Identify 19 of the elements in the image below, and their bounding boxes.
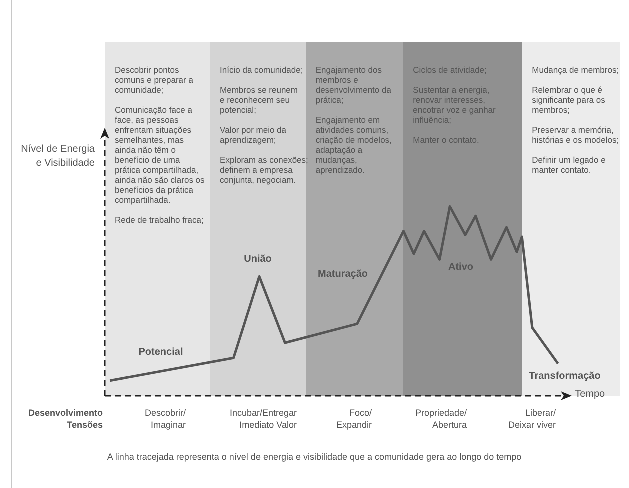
text: Início da comunidade; Membros se reunem e reconhecem seu potencial; Valor por meio da aprendizagem; Exploram as conexões; definem a empresa conjunta, negociam. bbox=[220, 65, 308, 185]
text: Liberar/ Deixar viver bbox=[508, 407, 556, 431]
text: Foco/ Expandir bbox=[336, 407, 372, 431]
text: Ciclos de atividade; Sustentar a energia, renovar interesses, encotrar voz e ganhar influência; Manter o contato. bbox=[413, 65, 496, 145]
text: Desenvolvimento Tensões bbox=[28, 407, 103, 431]
annotation: Ativo bbox=[448, 262, 474, 273]
y-axis-title: Nível de Energia e Visibilidade bbox=[21, 143, 95, 171]
text: A linha tracejada representa o nível de energia e visibilidade que a comunidade gera ao longo do tempo bbox=[106, 451, 523, 463]
annotation: Transformação bbox=[529, 371, 601, 382]
annotation: Maturação bbox=[318, 269, 368, 280]
text: Engajamento dos membros e desenvolvimento da prática; Engajamento em atividades comuns, criação de modelos, adaptação a mudanças, aprendizado. bbox=[316, 65, 392, 175]
text: Incubar/Entregar Imediato Valor bbox=[230, 407, 297, 431]
text: Propriedade/ Abertura bbox=[415, 407, 467, 431]
text: Descobrir/ Imaginar bbox=[144, 407, 186, 431]
annotation: Potencial bbox=[138, 347, 184, 358]
text: Descobrir pontos comuns e preparar a comunidade; Comunicação face a face, as pessoas enfrentam situações semelhantes, mas ainda não têm o benefício de uma prática compartilhada, ainda não são claros os benefícios da prática compartilhada. Rede de trabalho fraca; bbox=[115, 65, 205, 225]
x-axis-title: Tempo bbox=[575, 389, 606, 401]
text: Mudança de membros; Relembrar o que é significante para os membros; Preservar a memória, histórias e os modelos; Definir um legado e manter contato. bbox=[532, 65, 620, 175]
annotation: União bbox=[244, 254, 272, 265]
